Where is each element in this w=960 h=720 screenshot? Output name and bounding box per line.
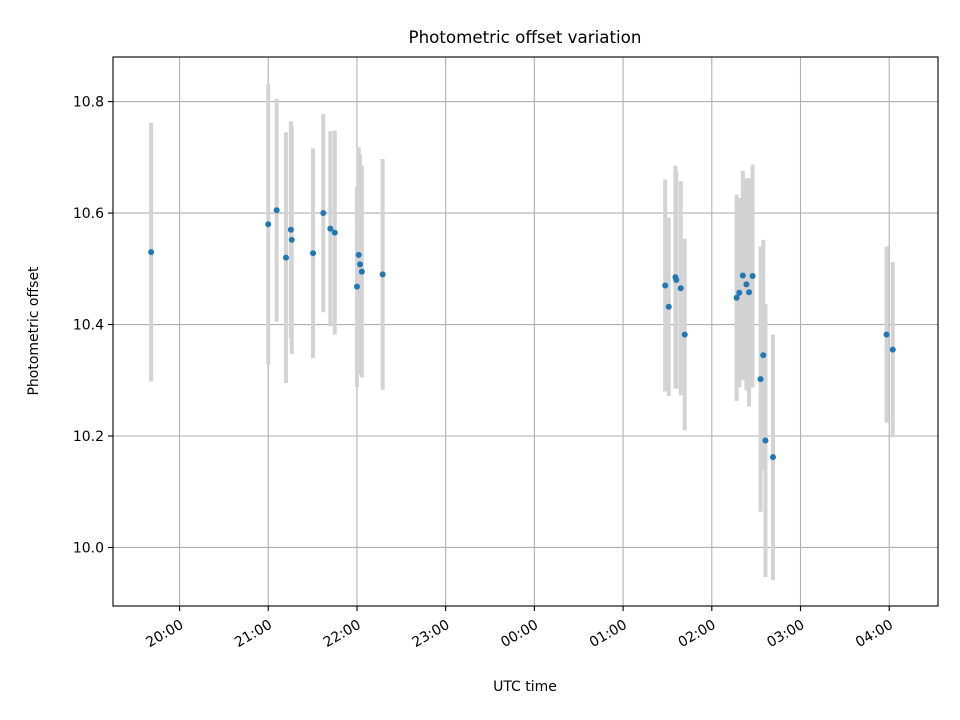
data-point: [357, 261, 364, 268]
data-point: [673, 276, 680, 283]
data-point: [379, 271, 386, 278]
data-point: [749, 273, 756, 280]
data-point: [739, 272, 746, 279]
y-tick-label: 10.8: [73, 95, 104, 111]
data-point: [355, 251, 362, 258]
data-points: [148, 207, 896, 461]
data-point: [743, 281, 750, 288]
x-axis-label: UTC time: [493, 679, 557, 695]
data-point: [327, 225, 334, 232]
data-point: [265, 221, 272, 228]
data-point: [320, 210, 327, 217]
chart-title: Photometric offset variation: [409, 27, 642, 47]
plot-frame: [112, 56, 939, 607]
data-point: [353, 283, 360, 290]
data-point: [889, 346, 896, 353]
grid-lines: [113, 57, 938, 606]
data-point: [757, 376, 764, 383]
y-tick-label: 10.0: [73, 540, 104, 556]
data-point: [883, 331, 890, 338]
data-point: [677, 285, 684, 292]
data-point: [273, 207, 280, 214]
data-point: [665, 303, 672, 310]
data-point: [331, 229, 338, 236]
data-point: [282, 254, 289, 261]
y-tick-label: 10.2: [73, 429, 104, 445]
data-point: [358, 268, 365, 275]
data-point: [288, 236, 295, 243]
data-point: [736, 289, 743, 296]
data-point: [310, 250, 317, 257]
data-point: [733, 294, 740, 301]
data-point: [746, 289, 753, 296]
y-tick-label: 10.4: [73, 318, 104, 334]
data-point: [762, 437, 769, 444]
data-point: [148, 249, 155, 256]
y-tick-label: 10.6: [73, 206, 104, 222]
data-point: [681, 331, 688, 338]
data-point: [770, 454, 776, 461]
data-point: [287, 226, 294, 233]
y-axis-label: Photometric offset: [26, 266, 42, 396]
data-point: [662, 282, 669, 289]
data-point: [760, 352, 767, 359]
